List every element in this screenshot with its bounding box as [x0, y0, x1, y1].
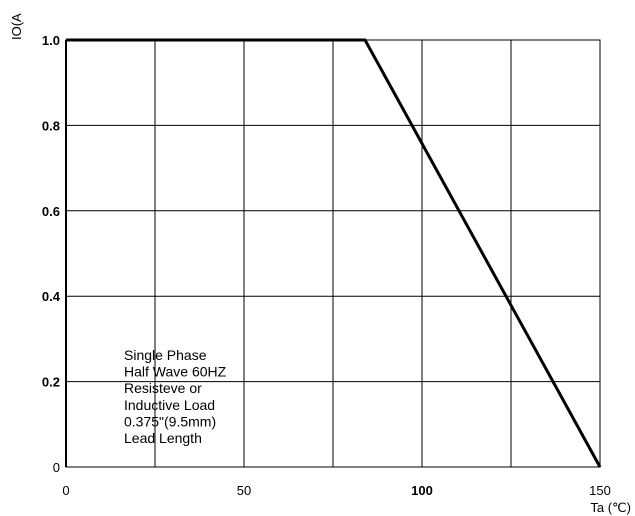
annotation-line: Inductive Load [124, 397, 215, 413]
y-tick-label: 0 [53, 460, 60, 475]
x-tick-label: 0 [62, 483, 69, 498]
y-tick-label: 0.8 [42, 118, 60, 133]
x-axis-label: Ta (℃) [590, 500, 631, 515]
annotation-line: Half Wave 60HZ [124, 364, 227, 380]
x-tick-label: 50 [237, 483, 251, 498]
annotation-line: 0.375"(9.5mm) [124, 413, 216, 429]
annotation-line: Lead Length [124, 430, 202, 446]
y-tick-label: 0.2 [42, 375, 60, 390]
annotation-line: Resisteve or [124, 380, 202, 396]
y-tick-label: 1.0 [42, 33, 60, 48]
x-tick-label: 150 [589, 483, 611, 498]
annotation-line: Single Phase [124, 347, 207, 363]
y-axis-label: IO(A [9, 13, 24, 40]
series-line [66, 38, 602, 468]
y-tick-label: 0.4 [42, 289, 61, 304]
y-tick-label: 0.6 [42, 204, 60, 219]
tick-labels: 0 0.2 0.4 0.6 0.8 1.0 0 50 100 150 [42, 33, 611, 498]
x-tick-label: 100 [411, 483, 433, 498]
series-lines [66, 38, 602, 468]
grid-lines [66, 40, 600, 467]
